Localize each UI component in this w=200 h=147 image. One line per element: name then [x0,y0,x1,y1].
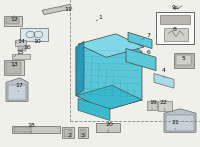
Text: 11: 11 [61,7,72,12]
FancyBboxPatch shape [4,60,24,75]
FancyBboxPatch shape [6,18,19,24]
Polygon shape [154,74,174,88]
FancyBboxPatch shape [78,127,88,138]
Polygon shape [164,109,196,132]
FancyBboxPatch shape [6,62,21,74]
Polygon shape [42,4,72,15]
Polygon shape [8,85,26,100]
FancyBboxPatch shape [15,40,26,46]
Polygon shape [160,15,190,24]
Polygon shape [126,49,156,71]
FancyBboxPatch shape [64,129,72,137]
Text: 9: 9 [172,5,178,10]
Text: 1: 1 [96,15,102,21]
Text: 15: 15 [14,50,24,57]
Text: 5: 5 [182,56,186,61]
FancyBboxPatch shape [156,12,194,44]
Text: 8: 8 [173,27,177,32]
FancyBboxPatch shape [174,53,194,68]
FancyBboxPatch shape [80,129,86,137]
Polygon shape [128,32,152,49]
Polygon shape [96,123,120,132]
Text: 10: 10 [33,35,41,44]
FancyBboxPatch shape [18,46,26,51]
FancyBboxPatch shape [147,101,157,110]
FancyBboxPatch shape [20,28,48,41]
Text: 21: 21 [171,120,179,130]
FancyBboxPatch shape [176,55,191,65]
Polygon shape [76,37,142,110]
Polygon shape [78,34,144,57]
Text: 17: 17 [15,83,23,92]
Text: 20: 20 [105,122,113,132]
Text: 18: 18 [27,123,35,134]
Polygon shape [164,28,188,41]
FancyBboxPatch shape [12,54,30,59]
FancyBboxPatch shape [158,101,172,111]
Polygon shape [6,78,28,101]
Polygon shape [166,115,194,131]
Text: 4: 4 [162,68,166,78]
Text: 19: 19 [149,100,157,110]
Text: 3: 3 [81,130,85,138]
Polygon shape [76,85,142,110]
Text: 2: 2 [67,130,71,138]
Text: 22: 22 [160,100,168,111]
Text: 7: 7 [142,33,150,40]
FancyBboxPatch shape [62,127,74,138]
Text: 6: 6 [144,50,151,55]
Polygon shape [78,98,110,121]
Text: 14: 14 [15,39,25,44]
FancyBboxPatch shape [14,127,31,132]
Text: 13: 13 [10,62,18,67]
Polygon shape [76,41,84,96]
Polygon shape [12,126,60,133]
FancyBboxPatch shape [4,16,22,26]
Text: 16: 16 [22,45,31,50]
Text: 12: 12 [10,15,18,22]
